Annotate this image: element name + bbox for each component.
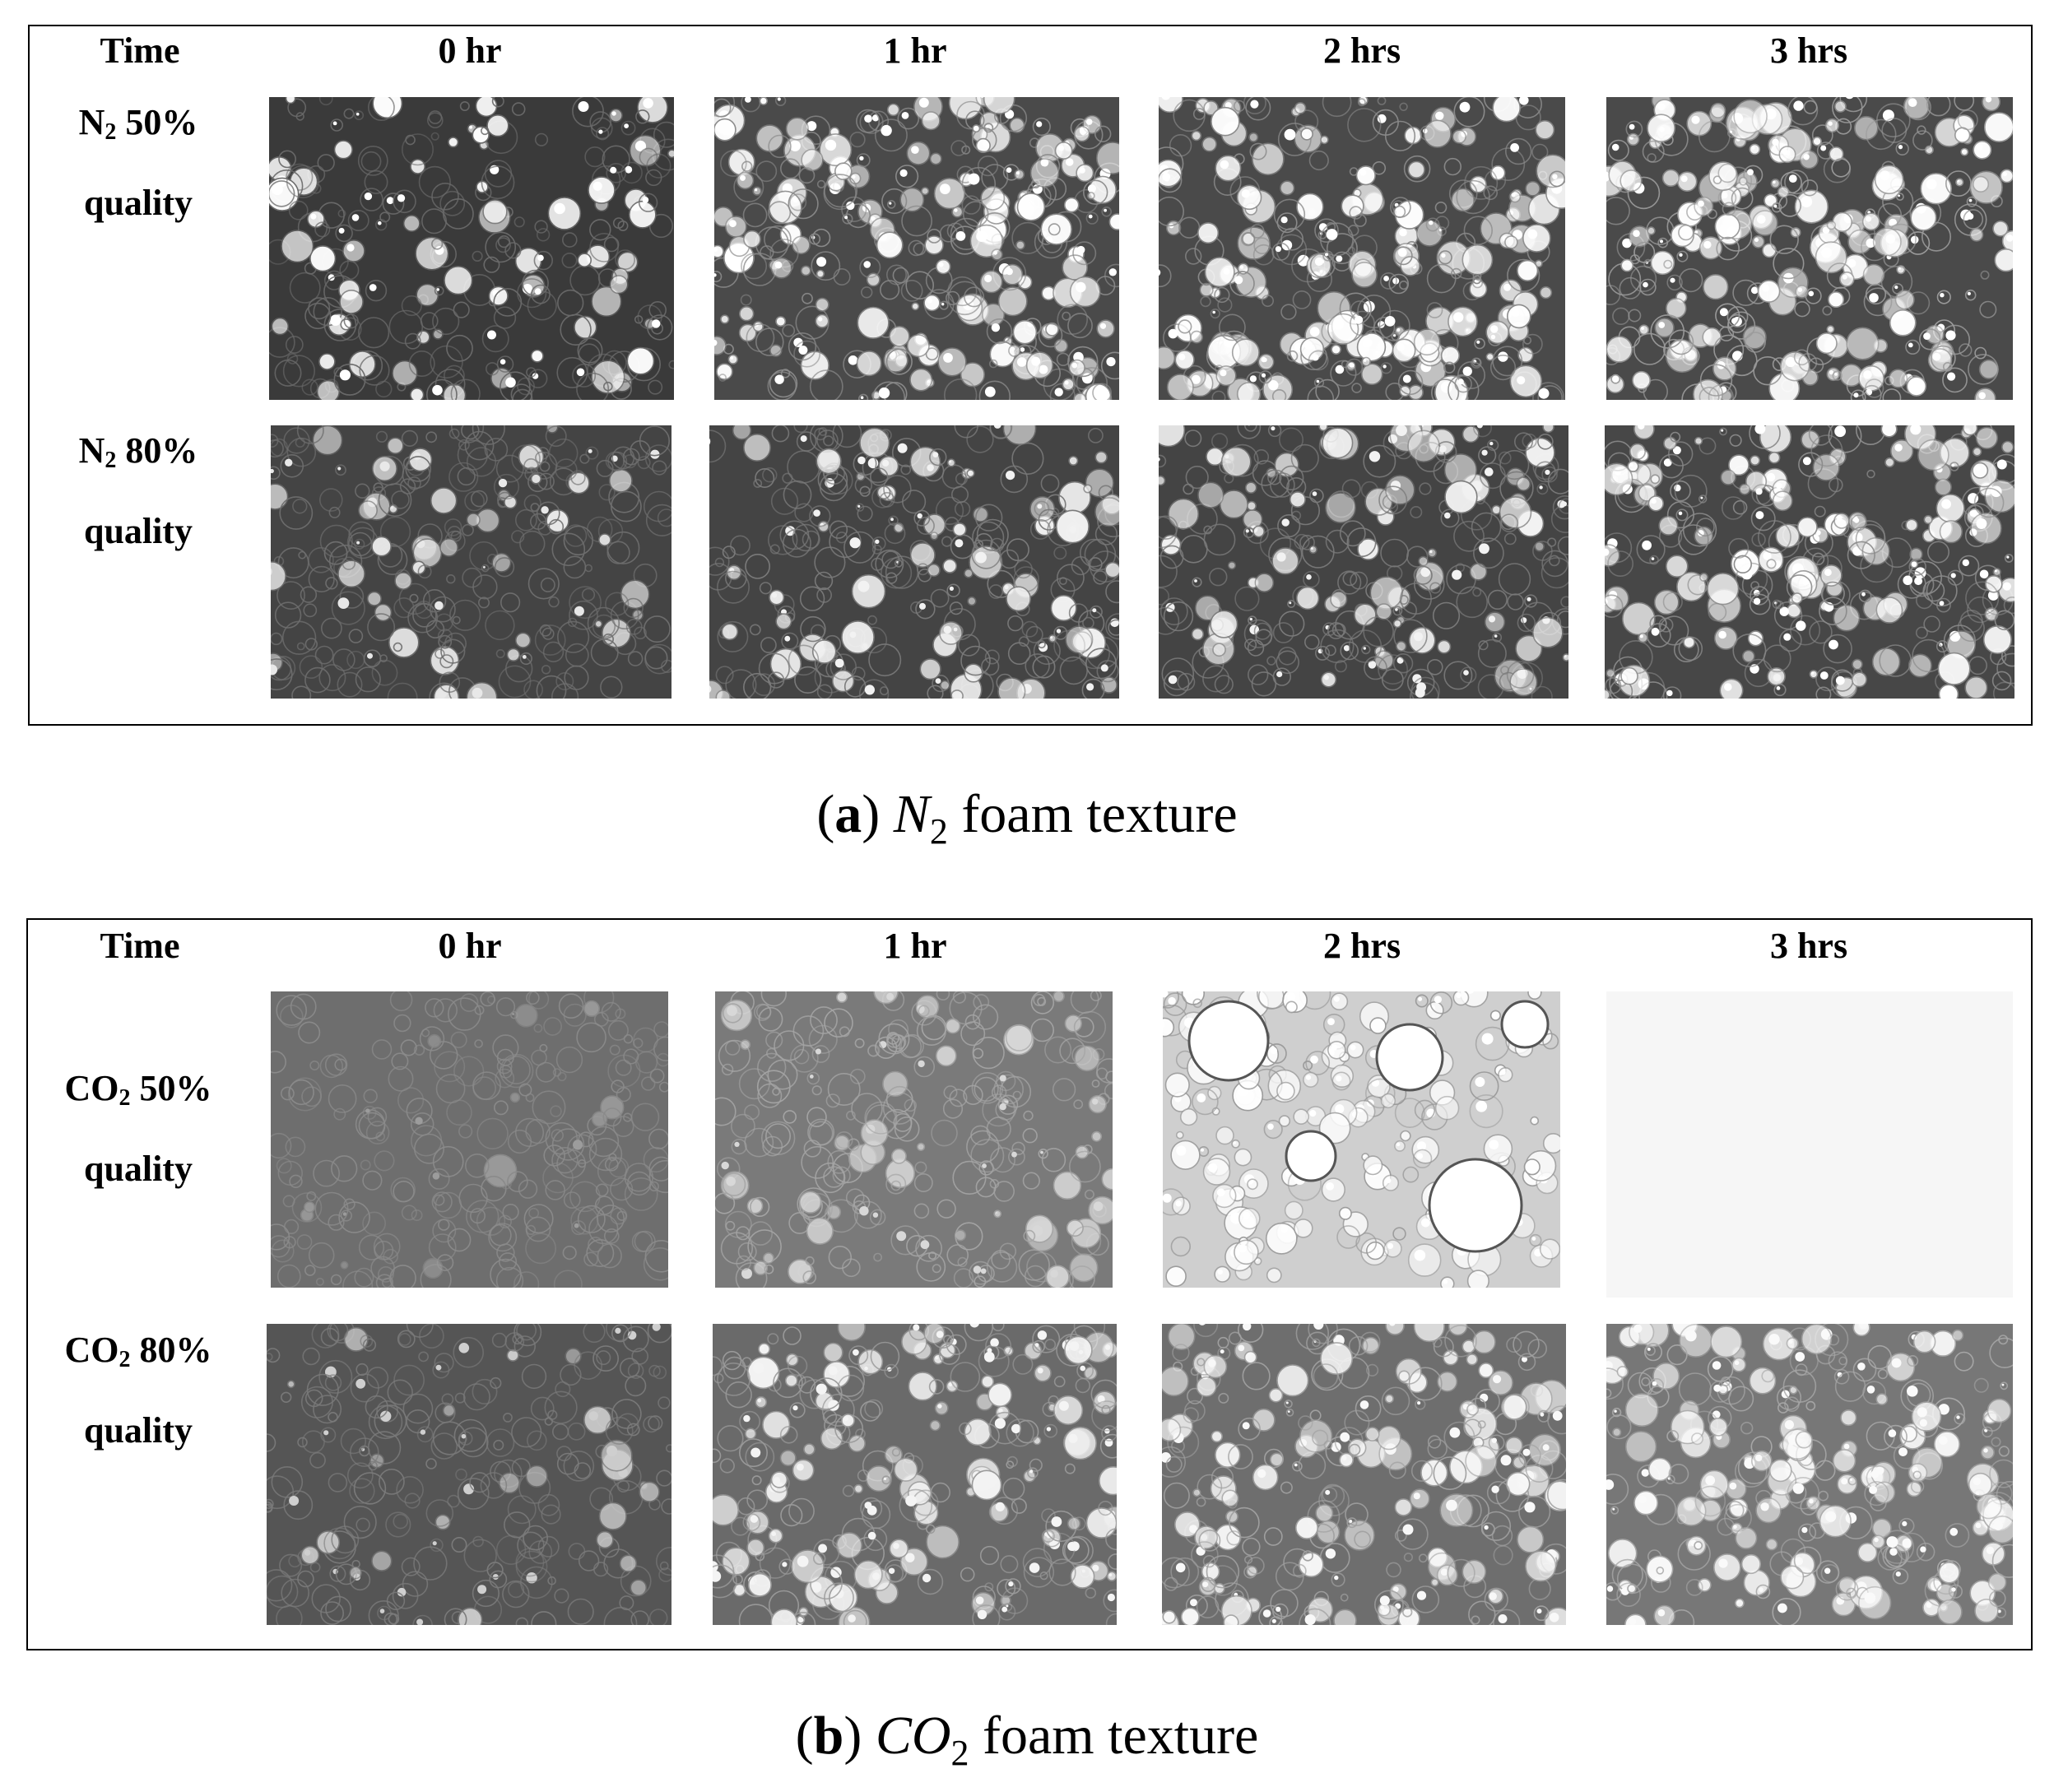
figure-b-caption: (b) CO2 foam texture xyxy=(795,1706,1259,1774)
foam-image-co2-80-0hr xyxy=(267,1324,672,1625)
figure-a-caption: (a) N2 foam texture xyxy=(816,784,1238,852)
foam-image-n2-50-3hrs xyxy=(1606,97,2013,400)
foam-image-n2-80-0hr xyxy=(271,425,672,699)
figure-b-header-1hr: 1 hr xyxy=(883,926,947,966)
foam-image-co2-50-3hrs xyxy=(1606,991,2013,1298)
figure-a-header-0hr: 0 hr xyxy=(438,30,502,71)
figure-b-row-label-co2-80: CO2 80% quality xyxy=(64,1330,212,1451)
figure-b-header-time: Time xyxy=(100,926,180,966)
foam-image-co2-50-2hrs xyxy=(1163,991,1560,1288)
foam-image-co2-80-1hr xyxy=(713,1324,1117,1625)
figure-a-header-2hrs: 2 hrs xyxy=(1322,30,1401,71)
foam-image-n2-50-2hrs xyxy=(1159,97,1565,400)
foam-image-n2-80-2hrs xyxy=(1159,425,1568,699)
figure-b-header-3hrs: 3 hrs xyxy=(1769,926,1848,966)
foam-image-co2-80-2hrs xyxy=(1162,1324,1566,1625)
figure-b-header-0hr: 0 hr xyxy=(438,926,502,966)
figure-a-header-1hr: 1 hr xyxy=(883,30,947,71)
foam-image-n2-80-3hrs xyxy=(1605,425,2014,699)
foam-image-co2-50-1hr xyxy=(715,991,1113,1288)
foam-image-n2-50-1hr xyxy=(714,97,1119,400)
figure-a-row-label-n2-50: N2 50% quality xyxy=(78,102,198,223)
foam-image-co2-50-0hr xyxy=(271,991,668,1288)
figure-a-header-3hrs: 3 hrs xyxy=(1769,30,1848,71)
figure-a-header-time: Time xyxy=(100,30,180,71)
figure-b-row-label-co2-50: CO2 50% quality xyxy=(64,1068,212,1189)
foam-image-n2-80-1hr xyxy=(709,425,1119,699)
figure-b-header-2hrs: 2 hrs xyxy=(1322,926,1401,966)
foam-image-co2-80-3hrs xyxy=(1606,1324,2013,1625)
foam-image-n2-50-0hr xyxy=(269,97,674,400)
figure-a-row-label-n2-80: N2 80% quality xyxy=(78,430,198,551)
